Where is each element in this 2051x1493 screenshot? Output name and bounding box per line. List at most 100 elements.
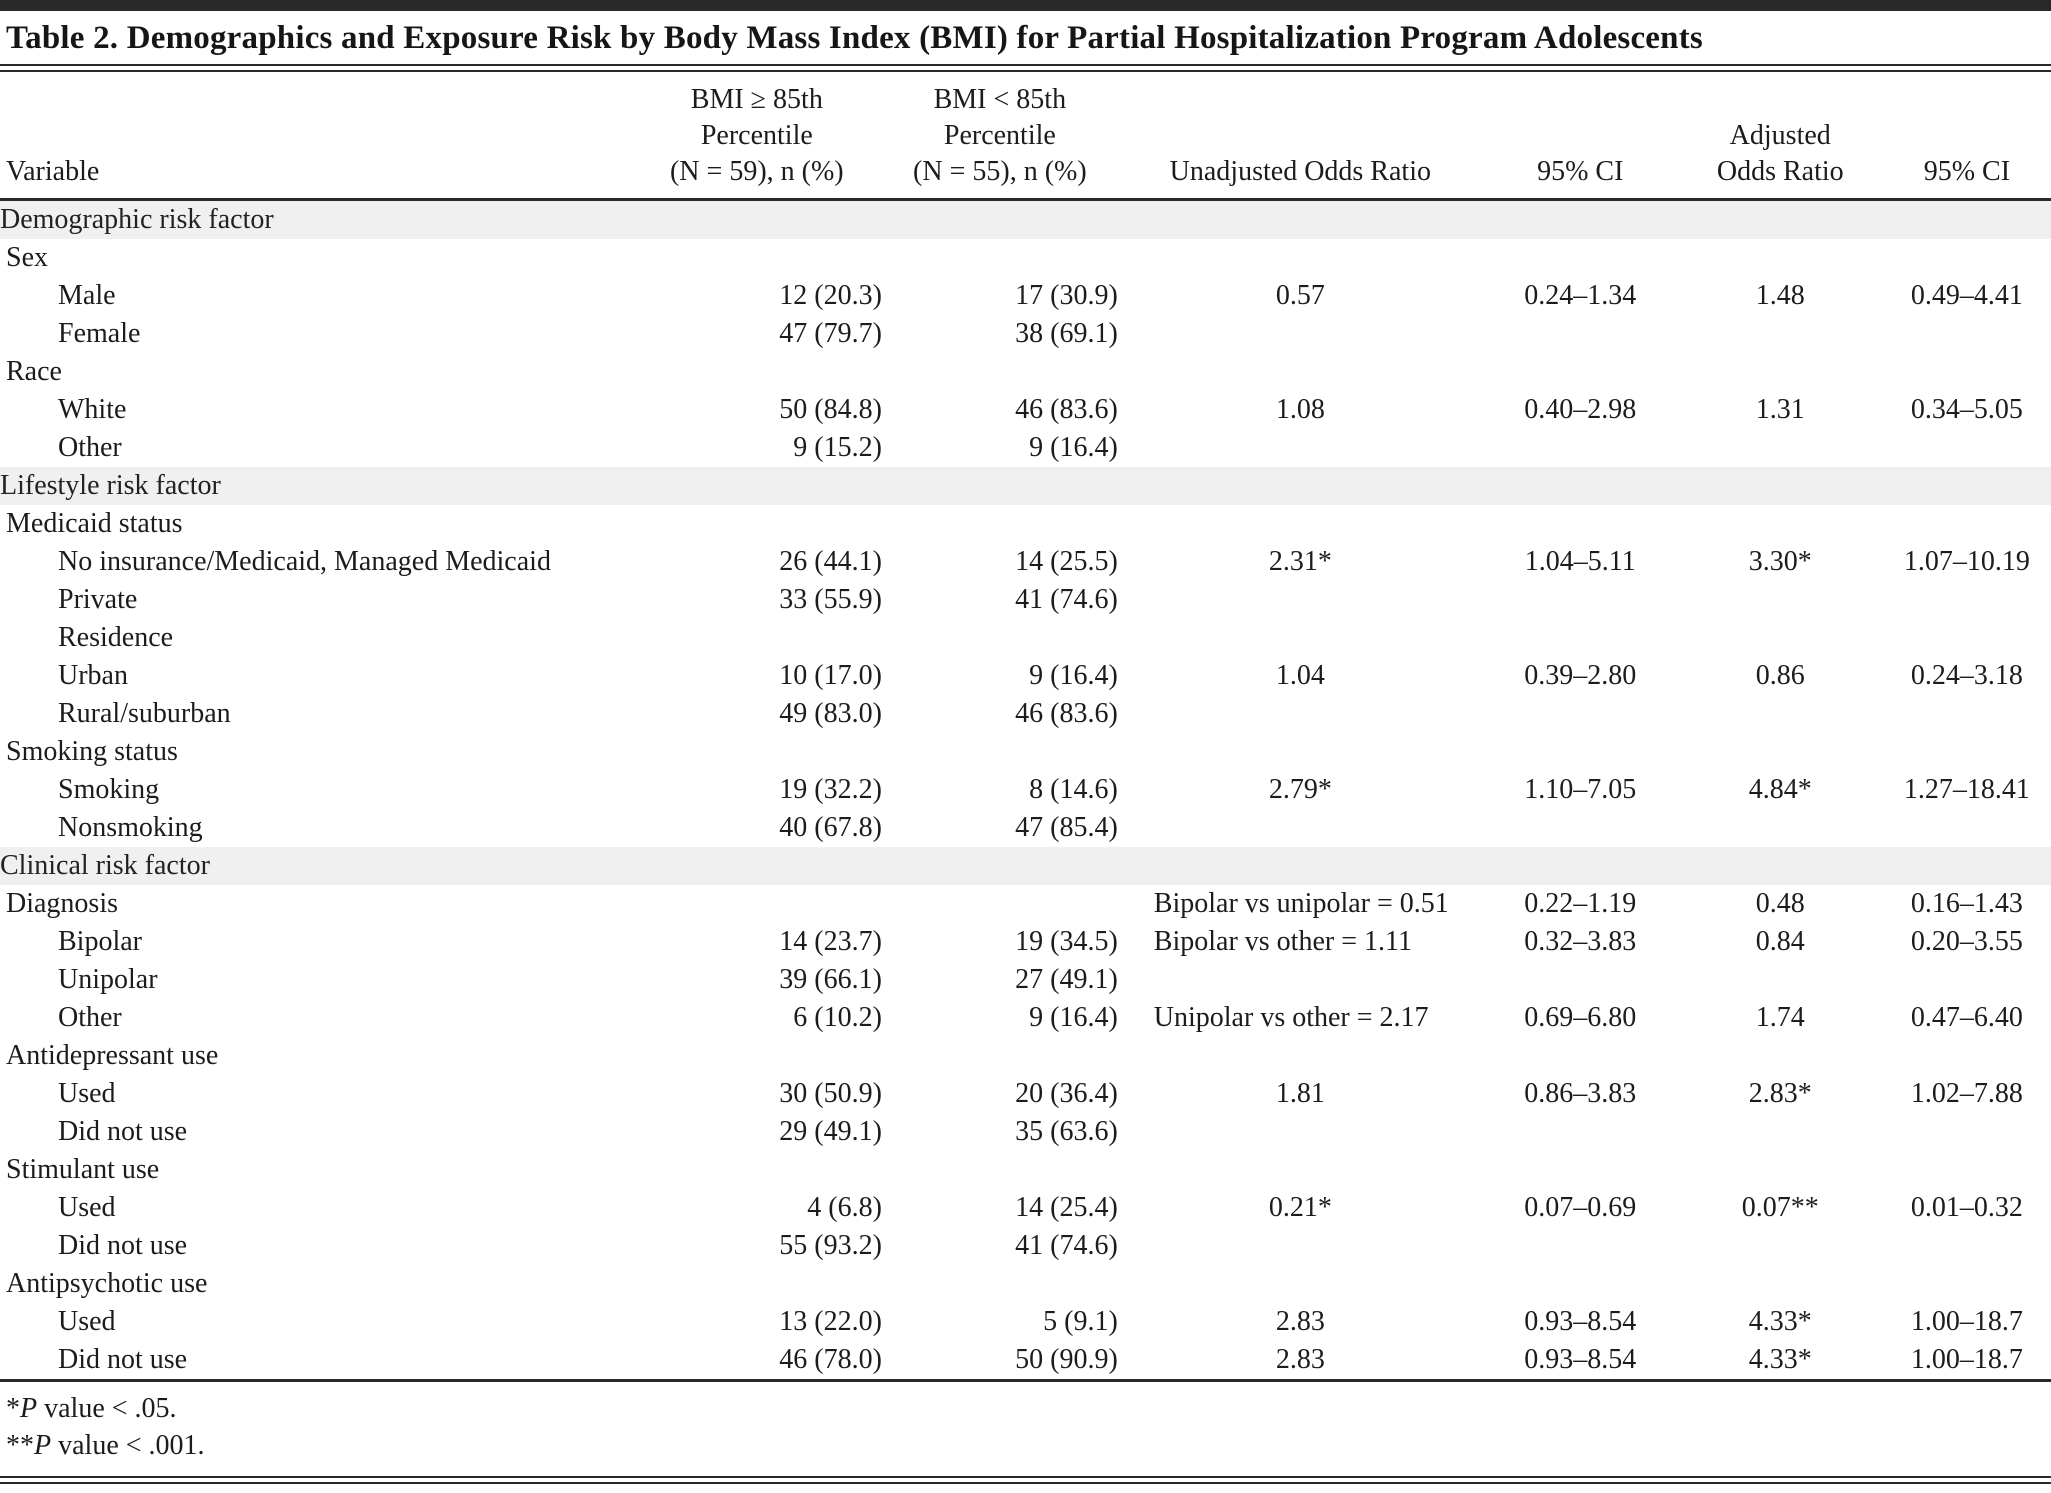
cell-bmi-ge85: 12 (20.3) (779, 280, 882, 311)
table-header: Variable BMI ≥ 85th Percentile (N = 59),… (0, 72, 2051, 200)
cell-ci-unadjusted (1483, 239, 1678, 277)
cell-unadjusted-or: Bipolar vs unipolar = 0.51 (1153, 888, 1449, 919)
header-bmi-ge85: BMI ≥ 85th Percentile (N = 59), n (%) (669, 84, 844, 187)
cell-ci-adjusted: 0.24–3.18 (1910, 660, 2023, 691)
cell-unadjusted-or (1118, 1037, 1483, 1075)
header-row: Variable BMI ≥ 85th Percentile (N = 59),… (0, 72, 2051, 200)
cell-unadjusted-or (1118, 315, 1483, 353)
item-row: Unipolar 39 (66.1) 27 (49.1) (0, 961, 2051, 999)
cell-bmi-lt85: 5 (9.1) (1043, 1306, 1118, 1337)
cell-ci-adjusted (1883, 1265, 2051, 1303)
cell-ci-unadjusted: 0.32–3.83 (1524, 926, 1637, 957)
row-label: Smoking (58, 774, 160, 805)
cell-ci-adjusted: 0.47–6.40 (1910, 1002, 2023, 1033)
cell-adjusted-or: 0.48 (1755, 888, 1805, 919)
cell-ci-adjusted: 1.07–10.19 (1903, 546, 2030, 577)
cell-ci-adjusted: 1.02–7.88 (1910, 1078, 2023, 1109)
cell-unadjusted-or (1118, 733, 1483, 771)
header-variable: Variable (6, 156, 100, 187)
cell-adjusted-or: 0.86 (1755, 660, 1805, 691)
header-unadjusted-or: Unadjusted Odds Ratio (1169, 156, 1431, 187)
cell-ci-adjusted (1883, 239, 2051, 277)
title-separator-rule (0, 64, 2051, 72)
cell-adjusted-or (1678, 581, 1883, 619)
cell-bmi-ge85 (632, 885, 882, 923)
cell-bmi-ge85 (632, 1265, 882, 1303)
row-label: Used (58, 1306, 116, 1337)
cell-bmi-ge85 (632, 239, 882, 277)
cell-ci-adjusted: 0.34–5.05 (1910, 394, 2023, 425)
row-label: Urban (58, 660, 128, 691)
cell-ci-unadjusted: 0.22–1.19 (1524, 888, 1637, 919)
cell-adjusted-or: 4.84* (1748, 774, 1812, 805)
group-row: Antipsychotic use (0, 1265, 2051, 1303)
row-label: Diagnosis (6, 888, 118, 919)
cell-adjusted-or (1678, 315, 1883, 353)
cell-ci-adjusted: 1.27–18.41 (1903, 774, 2030, 805)
cell-bmi-ge85: 40 (67.8) (779, 812, 882, 843)
cell-bmi-lt85 (882, 885, 1118, 923)
item-row: Rural/suburban 49 (83.0) 46 (83.6) (0, 695, 2051, 733)
footnote-separator-rule (0, 1379, 2051, 1382)
header-bmi-lt85: BMI < 85th Percentile (N = 55), n (%) (913, 84, 1087, 187)
cell-unadjusted-or: 1.04 (1275, 660, 1325, 691)
demographics-table: Variable BMI ≥ 85th Percentile (N = 59),… (0, 72, 2051, 1379)
cell-unadjusted-or (1118, 1227, 1483, 1265)
cell-adjusted-or: 4.33* (1748, 1306, 1812, 1337)
cell-ci-adjusted: 0.16–1.43 (1910, 888, 2023, 919)
header-ci-adjusted: 95% CI (1923, 156, 2011, 187)
cell-bmi-lt85: 9 (16.4) (1029, 1002, 1118, 1033)
cell-adjusted-or: 1.74 (1755, 1002, 1805, 1033)
table-title: Table 2. Demographics and Exposure Risk … (6, 20, 1703, 56)
row-label: Male (58, 280, 116, 311)
footnote-p001: **P value < .001. (6, 1427, 2045, 1464)
row-label: Used (58, 1078, 116, 1109)
bottom-rule (0, 1476, 2051, 1484)
cell-ci-unadjusted (1483, 353, 1678, 391)
cell-adjusted-or (1678, 1227, 1883, 1265)
item-row: Did not use 46 (78.0) 50 (90.9) 2.83 0.93–8.… (0, 1341, 2051, 1379)
cell-adjusted-or (1678, 353, 1883, 391)
row-label: Rural/suburban (58, 698, 231, 729)
cell-bmi-ge85: 30 (50.9) (779, 1078, 882, 1109)
cell-bmi-lt85: 38 (69.1) (1015, 318, 1118, 349)
item-row: White 50 (84.8) 46 (83.6) 1.08 0.40–2.98 1.31… (0, 391, 2051, 429)
cell-ci-adjusted (1883, 581, 2051, 619)
row-label: Did not use (58, 1230, 188, 1261)
row-label: Private (58, 584, 138, 615)
cell-adjusted-or (1678, 1151, 1883, 1189)
cell-adjusted-or (1678, 1265, 1883, 1303)
footnote-text: value < .05. (37, 1393, 177, 1424)
cell-bmi-ge85: 50 (84.8) (779, 394, 882, 425)
footnote-marker: ** (6, 1430, 34, 1461)
cell-bmi-lt85: 46 (83.6) (1015, 698, 1118, 729)
cell-bmi-ge85: 19 (32.2) (779, 774, 882, 805)
section-row: Demographic risk factor (0, 199, 2051, 239)
section-label: Lifestyle risk factor (0, 467, 2051, 505)
row-label: Did not use (58, 1116, 188, 1147)
cell-unadjusted-or (1118, 1151, 1483, 1189)
cell-ci-adjusted (1883, 505, 2051, 543)
cell-bmi-ge85: 33 (55.9) (779, 584, 882, 615)
cell-adjusted-or: 0.07** (1741, 1192, 1819, 1223)
cell-bmi-lt85 (882, 619, 1118, 657)
footnote-marker: * (6, 1393, 20, 1424)
group-row: Medicaid status (0, 505, 2051, 543)
cell-unadjusted-or (1118, 961, 1483, 999)
cell-bmi-lt85: 9 (16.4) (1029, 660, 1118, 691)
header-ci-unadjusted: 95% CI (1537, 156, 1624, 187)
cell-ci-unadjusted: 0.24–1.34 (1524, 280, 1637, 311)
section-row: Clinical risk factor (0, 847, 2051, 885)
cell-ci-unadjusted (1483, 1113, 1678, 1151)
cell-ci-unadjusted: 1.10–7.05 (1524, 774, 1637, 805)
cell-unadjusted-or (1118, 239, 1483, 277)
cell-ci-unadjusted: 0.86–3.83 (1524, 1078, 1637, 1109)
item-row: Other 9 (15.2) 9 (16.4) (0, 429, 2051, 467)
cell-ci-adjusted (1883, 1227, 2051, 1265)
item-row: Other 6 (10.2) 9 (16.4) Unipolar vs other =… (0, 999, 2051, 1037)
cell-adjusted-or (1678, 619, 1883, 657)
top-rule (0, 0, 2051, 11)
group-row: Sex (0, 239, 2051, 277)
row-label: Medicaid status (6, 508, 183, 539)
row-label: Nonsmoking (58, 812, 203, 843)
